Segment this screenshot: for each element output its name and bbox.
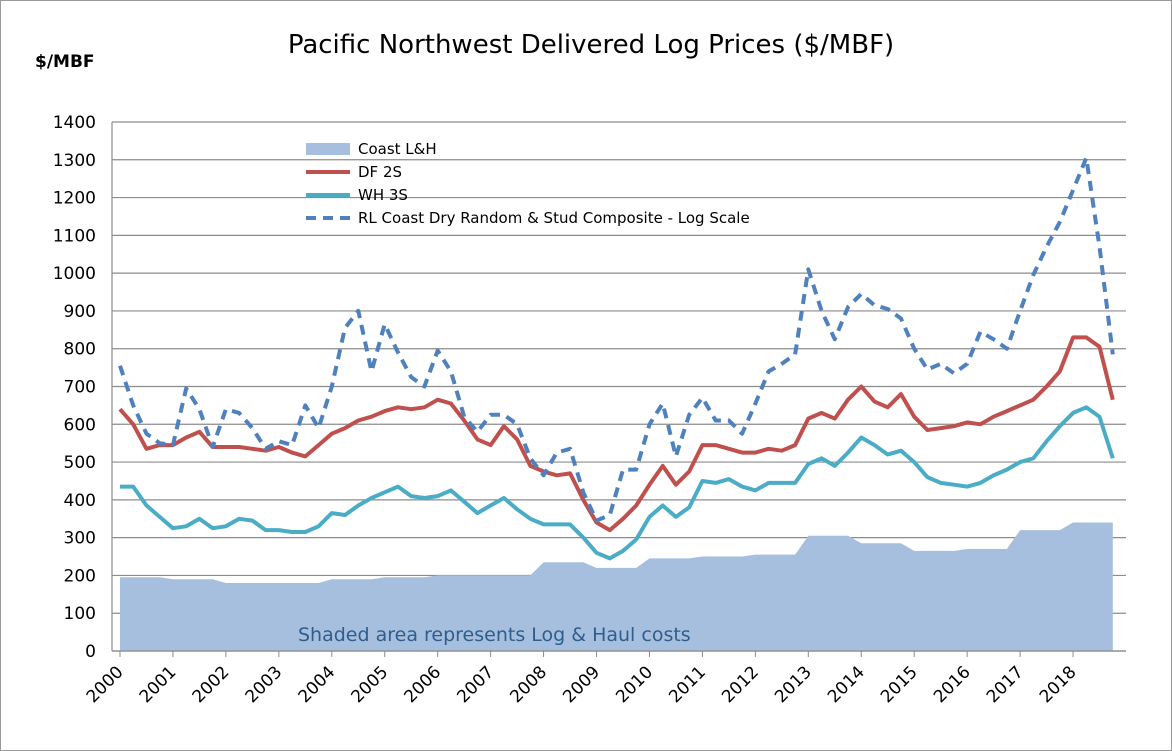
line-series <box>120 405 1115 561</box>
x-tick-label: 2006 <box>400 662 445 707</box>
legend-label: RL Coast Dry Random & Stud Composite - L… <box>358 209 750 227</box>
y-tick-label: 500 <box>64 453 96 473</box>
y-tick-label: 600 <box>64 415 96 435</box>
y-tick-label: 1100 <box>53 226 96 246</box>
y-tick-label: 1400 <box>53 113 96 133</box>
x-tick-label: 2014 <box>824 662 869 707</box>
line-series <box>118 335 1115 533</box>
line-series <box>118 155 1115 523</box>
x-tick-label: 2005 <box>348 662 393 707</box>
x-tick-label: 2017 <box>983 662 1028 707</box>
legend-label: Coast L&H <box>358 140 437 158</box>
areas <box>120 522 1113 651</box>
annotation: Shaded area represents Log & Haul costs <box>298 624 691 646</box>
chart-title: Pacific Northwest Delivered Log Prices (… <box>288 30 894 60</box>
y-tick-label: 300 <box>64 529 96 549</box>
legend-swatch <box>306 143 350 155</box>
x-tick-label: 2012 <box>718 662 763 707</box>
y-tick-label: 0 <box>85 642 96 662</box>
x-tick-label: 2018 <box>1036 662 1081 707</box>
x-tick-label: 2016 <box>930 662 975 707</box>
x-tick-label: 2007 <box>453 662 498 707</box>
x-tick-label: 2013 <box>771 662 816 707</box>
y-axis-label: $/MBF <box>35 52 95 72</box>
x-tick-label: 2004 <box>295 662 340 707</box>
x-tick-label: 2009 <box>559 662 604 707</box>
y-tick-label: 100 <box>64 604 96 624</box>
x-tick-label: 2011 <box>665 662 710 707</box>
y-tick-label: 1200 <box>53 189 96 209</box>
legend-label: WH 3S <box>358 186 408 204</box>
x-tick-label: 2010 <box>612 662 657 707</box>
grid <box>112 121 1126 652</box>
area <box>120 522 1113 651</box>
x-tick-label: 2008 <box>506 662 551 707</box>
y-tick-label: 1300 <box>53 151 96 171</box>
y-tick-label: 700 <box>64 378 96 398</box>
y-tick-label: 800 <box>64 340 96 360</box>
x-tick-label: 2015 <box>877 662 922 707</box>
y-tick-label: 1000 <box>53 264 96 284</box>
x-tick-label: 2002 <box>189 662 234 707</box>
x-tick-label: 2001 <box>136 662 181 707</box>
x-tick-label: 2003 <box>242 662 287 707</box>
y-tick-label: 900 <box>64 302 96 322</box>
y-tick-label: 400 <box>64 491 96 511</box>
legend-label: DF 2S <box>358 163 402 181</box>
y-tick-label: 200 <box>64 566 96 586</box>
x-tick-label: 2000 <box>83 662 128 707</box>
